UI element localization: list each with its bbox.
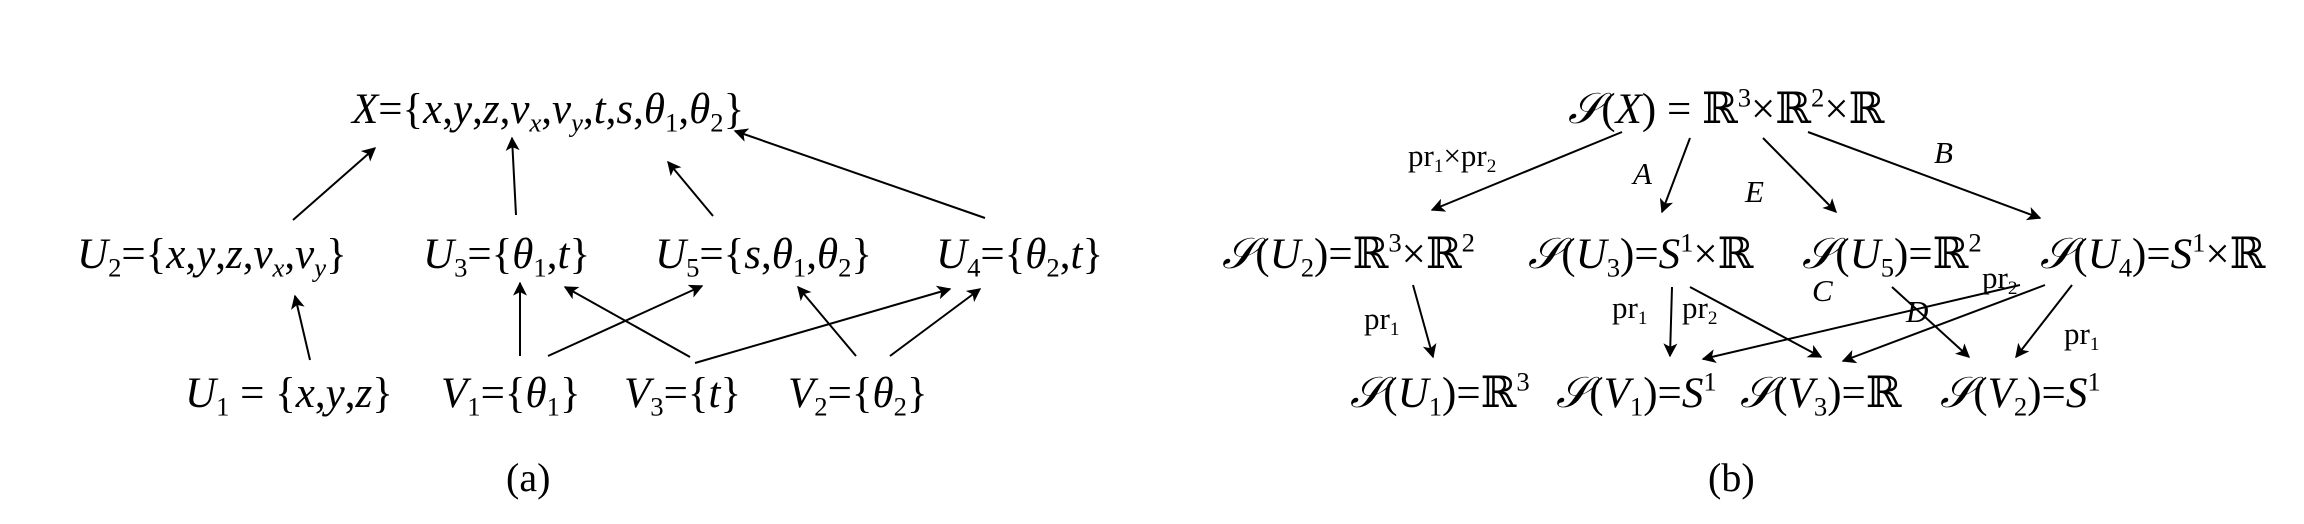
diagram-panel-b: 𝒮(X) = ℝ3×ℝ2×ℝ 𝒮(U2)=ℝ3×ℝ2 𝒮(U3)=S1×ℝ 𝒮(… bbox=[1160, 0, 2304, 524]
arrow-u5-to-x bbox=[667, 160, 714, 217]
arrow-u1-to-u2 bbox=[291, 294, 311, 361]
arrow-su2-to-su1 bbox=[1412, 284, 1437, 359]
node-u4: U4={θ2,t} bbox=[936, 231, 1104, 283]
node-su1: 𝒮(U1)=ℝ3 bbox=[1350, 366, 1530, 422]
node-su3: 𝒮(U3)=S1×ℝ bbox=[1528, 227, 1754, 283]
arrow-sx-to-su5 bbox=[1762, 137, 1837, 213]
arrow-sx-to-su4 bbox=[1807, 131, 2042, 221]
arrow-v3-to-u4 bbox=[694, 285, 952, 364]
caption-b: (b) bbox=[1708, 455, 1755, 500]
node-u5: U5={s,θ1,θ2} bbox=[655, 231, 873, 283]
edge-label-e: E bbox=[1745, 174, 1764, 209]
edge-label-pr1-left: pr1 bbox=[1364, 301, 1400, 341]
edge-label-pr2-right: pr2 bbox=[1982, 260, 2018, 300]
diagram-panel-a: X={x,y,z,vx,vy,t,s,θ1,θ2} U2={x,y,z,vx,v… bbox=[77, 86, 1104, 500]
arrow-su4-to-sv3 bbox=[1841, 284, 2046, 364]
arrow-sx-to-su3 bbox=[1659, 137, 1691, 214]
node-v1: V1={θ1} bbox=[441, 370, 581, 422]
node-u3: U3={θ1,t} bbox=[423, 231, 591, 283]
node-su2: 𝒮(U2)=ℝ3×ℝ2 bbox=[1222, 227, 1475, 283]
arrow-su3-to-sv1 bbox=[1663, 286, 1678, 358]
node-su4: 𝒮(U4)=S1×ℝ bbox=[2040, 227, 2266, 283]
arrow-su5-to-sv2 bbox=[1891, 286, 1971, 358]
arrow-su4-to-sv2 bbox=[2015, 284, 2073, 359]
arrow-su4-to-sv1 bbox=[1701, 284, 2021, 363]
arrow-u4-to-x bbox=[733, 128, 986, 219]
edge-label-b: B bbox=[1934, 135, 1953, 170]
caption-a: (a) bbox=[506, 455, 551, 500]
node-sv1: 𝒮(V1)=S1 bbox=[1556, 366, 1717, 422]
arrow-u2-to-x bbox=[292, 147, 377, 221]
arrow-v2-to-u4 bbox=[889, 288, 982, 357]
node-u1: U1 = {x,y,z} bbox=[185, 370, 393, 422]
edge-label-c: C bbox=[1812, 273, 1833, 308]
node-sv3: 𝒮(V3)=ℝ bbox=[1740, 370, 1902, 422]
arrow-v3-to-u3 bbox=[563, 286, 691, 358]
edge-label-pr1-right: pr1 bbox=[2064, 316, 2100, 356]
edge-label-d: D bbox=[1906, 294, 1929, 329]
node-u2: U2={x,y,z,vx,vy} bbox=[77, 231, 347, 283]
arrow-u3-to-x bbox=[505, 136, 520, 216]
panel-a-arrows bbox=[291, 128, 986, 364]
node-x: X={x,y,z,vx,vy,t,s,θ1,θ2} bbox=[352, 86, 745, 138]
edge-label-pr1-mid: pr1 bbox=[1612, 290, 1648, 330]
arrow-su3-to-sv3 bbox=[1689, 286, 1823, 358]
edge-label-a: A bbox=[1633, 156, 1652, 191]
node-sv2: 𝒮(V2)=S1 bbox=[1940, 366, 2101, 422]
arrow-v2-to-u5 bbox=[797, 285, 857, 357]
arrow-sx-to-su2 bbox=[1430, 131, 1623, 212]
edge-label-pr2-mid: pr2 bbox=[1682, 290, 1718, 330]
panel-b-arrows bbox=[1412, 131, 2073, 364]
node-su5: 𝒮(U5)=ℝ2 bbox=[1802, 227, 1982, 283]
node-v3: V3={t} bbox=[624, 370, 742, 422]
node-v2: V2={θ2} bbox=[788, 370, 928, 422]
edge-label-pr1xpr2: pr1×pr2 bbox=[1408, 138, 1497, 178]
node-sx: 𝒮(X) = ℝ3×ℝ2×ℝ bbox=[1568, 82, 1885, 133]
